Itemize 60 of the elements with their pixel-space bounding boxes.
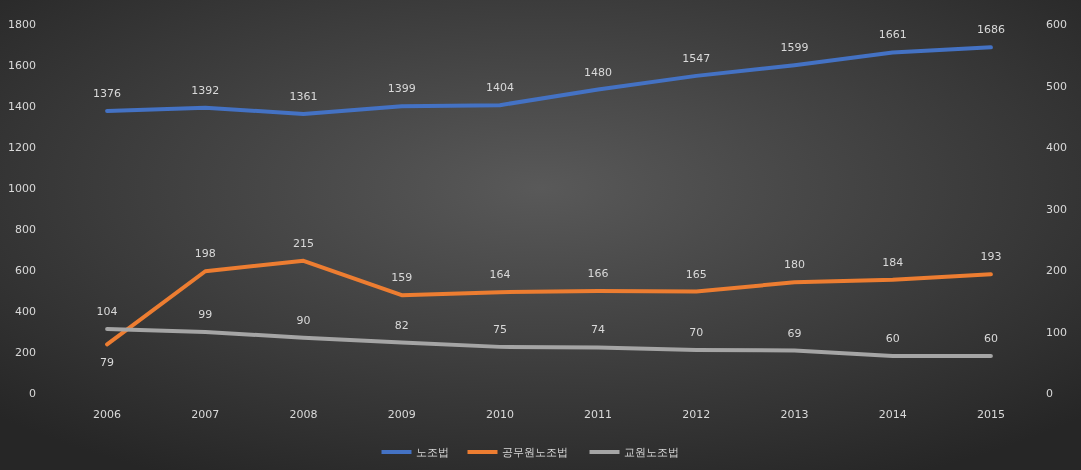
x-tick-label: 2011	[584, 408, 613, 421]
y-tick-label: 0	[29, 387, 36, 400]
data-label: 1480	[584, 65, 613, 79]
y2-tick-label: 0	[1046, 387, 1053, 400]
y2-tick-label: 400	[1046, 141, 1067, 154]
data-label: 164	[489, 268, 511, 282]
y2-tick-label: 300	[1046, 202, 1067, 216]
data-label: 75	[492, 322, 507, 336]
data-label: 1376	[93, 86, 122, 100]
data-label: 79	[100, 356, 115, 370]
x-tick-label: 2012	[682, 408, 711, 421]
x-tick-label: 2010	[485, 408, 514, 421]
data-label: 60	[983, 332, 998, 346]
y2-tick-label: 100	[1046, 325, 1067, 339]
data-label: 60	[885, 332, 900, 346]
x-tick-label: 2015	[976, 408, 1005, 421]
data-label: 198	[194, 247, 216, 261]
y-tick-label: 1000	[8, 182, 36, 195]
data-label: 74	[591, 323, 606, 337]
x-tick-label: 2014	[878, 408, 907, 421]
y-tick-label: 600	[15, 264, 36, 277]
data-label: 69	[787, 326, 802, 340]
data-label: 166	[587, 266, 609, 280]
y-tick-label: 1200	[8, 141, 36, 154]
data-label: 1399	[387, 82, 416, 96]
data-label: 180	[784, 258, 805, 272]
data-label: 1404	[485, 81, 514, 95]
data-label: 99	[198, 308, 213, 322]
y-tick-label: 1800	[8, 18, 36, 31]
y-tick-label: 200	[15, 346, 36, 359]
x-tick-label: 2009	[387, 408, 416, 421]
y-tick-label: 800	[15, 223, 36, 236]
x-tick-label: 2006	[93, 408, 122, 421]
data-label: 90	[296, 313, 311, 327]
data-label: 1547	[682, 51, 711, 65]
data-label: 159	[391, 271, 413, 285]
data-label: 193	[980, 250, 1002, 264]
y-tick-label: 400	[15, 305, 36, 318]
data-label: 82	[394, 318, 409, 332]
legend-label: 교원노조법	[623, 446, 679, 459]
legend-label: 공무원노조법	[501, 446, 568, 459]
data-label: 1661	[878, 28, 907, 42]
data-label: 1392	[191, 83, 220, 97]
data-label: 1599	[780, 41, 809, 55]
x-tick-label: 2008	[289, 408, 318, 421]
y2-tick-label: 500	[1046, 79, 1067, 93]
x-tick-label: 2013	[780, 408, 809, 421]
y2-tick-label: 200	[1046, 264, 1067, 277]
data-label: 215	[293, 236, 314, 250]
data-label: 165	[685, 267, 707, 281]
data-label: 1361	[289, 90, 318, 103]
data-label: 104	[96, 305, 118, 319]
data-label: 1686	[976, 23, 1005, 37]
y2-tick-label: 600	[1046, 18, 1067, 31]
data-label: 70	[689, 325, 704, 339]
data-label: 184	[882, 255, 904, 269]
y-tick-label: 1600	[8, 59, 36, 72]
legend-label: 노조법	[415, 446, 449, 459]
x-tick-label: 2007	[191, 408, 220, 421]
y-tick-label: 1400	[8, 100, 36, 113]
